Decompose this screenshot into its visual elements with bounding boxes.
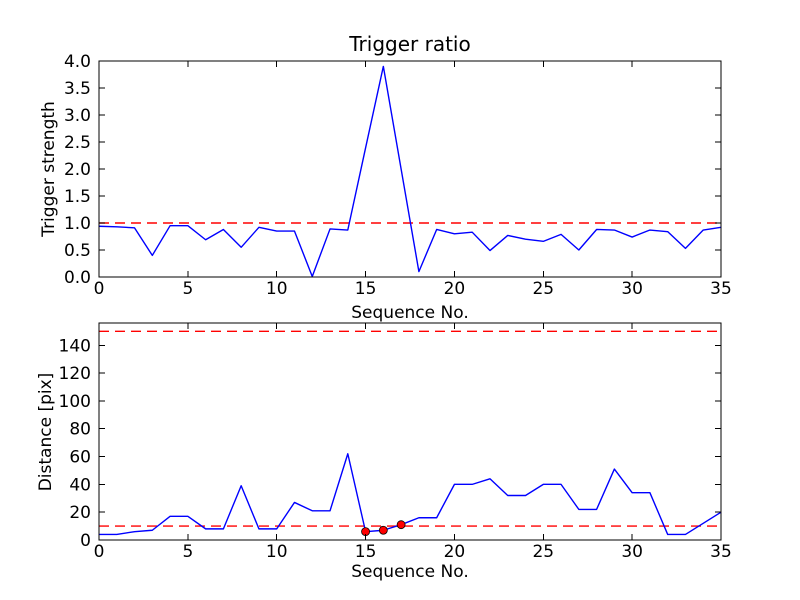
y-tick-label: 1.0 bbox=[64, 214, 91, 234]
y-tick-label: 0.0 bbox=[64, 268, 91, 288]
bottom-chart-ylabel: Distance [pix] bbox=[36, 372, 56, 492]
y-tick-label: 0.5 bbox=[64, 241, 91, 261]
y-tick-label: 2.5 bbox=[64, 133, 91, 153]
y-tick-label: 3.5 bbox=[64, 79, 91, 99]
y-tick-label: 100 bbox=[59, 392, 91, 412]
y-tick-label: 2.0 bbox=[64, 160, 91, 180]
top-chart-xlabel: Sequence No. bbox=[351, 303, 469, 323]
y-tick-label: 60 bbox=[69, 448, 91, 468]
trigger-marker bbox=[378, 525, 388, 535]
trigger-strength-line bbox=[98, 65, 722, 278]
x-tick-label: 5 bbox=[182, 279, 193, 299]
x-tick-label: 30 bbox=[621, 279, 643, 299]
x-tick-label: 20 bbox=[444, 279, 466, 299]
x-tick-label: 20 bbox=[444, 542, 466, 562]
x-tick-label: 10 bbox=[266, 542, 288, 562]
chart-title: Trigger ratio bbox=[349, 32, 471, 56]
x-tick-label: 15 bbox=[355, 279, 377, 299]
y-tick-label: 140 bbox=[59, 336, 91, 356]
x-tick-label: 10 bbox=[266, 279, 288, 299]
plot-area bbox=[99, 323, 721, 540]
x-tick-label: 30 bbox=[621, 542, 643, 562]
y-tick-label: 4.0 bbox=[64, 52, 91, 72]
x-tick-label: 0 bbox=[94, 279, 105, 299]
y-tick-label: 20 bbox=[69, 503, 91, 523]
x-tick-label: 35 bbox=[710, 279, 732, 299]
x-tick-label: 5 bbox=[182, 542, 193, 562]
y-tick-label: 1.5 bbox=[64, 187, 91, 207]
y-tick-label: 80 bbox=[69, 420, 91, 440]
x-tick-label: 15 bbox=[355, 542, 377, 562]
distance-line bbox=[99, 453, 722, 536]
bottom-chart-xlabel: Sequence No. bbox=[351, 562, 469, 582]
x-tick-label: 25 bbox=[532, 279, 554, 299]
y-tick-label: 40 bbox=[69, 475, 91, 495]
axes-frame bbox=[98, 322, 722, 541]
plot-area bbox=[99, 61, 721, 277]
y-tick-label: 120 bbox=[59, 364, 91, 384]
x-tick-label: 25 bbox=[532, 542, 554, 562]
x-tick-label: 35 bbox=[710, 542, 732, 562]
top-chart-ylabel: Trigger strength bbox=[39, 101, 59, 237]
y-tick-label: 3.0 bbox=[64, 106, 91, 126]
trigger-strength-axes: 0 5 10 15 20 25 30 35 0.0 0.5 1.0 1.5 2.0 2.5 3.0 3.5 4.… bbox=[64, 52, 732, 299]
y-tick-label: 0 bbox=[80, 531, 91, 551]
trigger-marker bbox=[396, 520, 406, 530]
x-tick-label: 0 bbox=[94, 542, 105, 562]
